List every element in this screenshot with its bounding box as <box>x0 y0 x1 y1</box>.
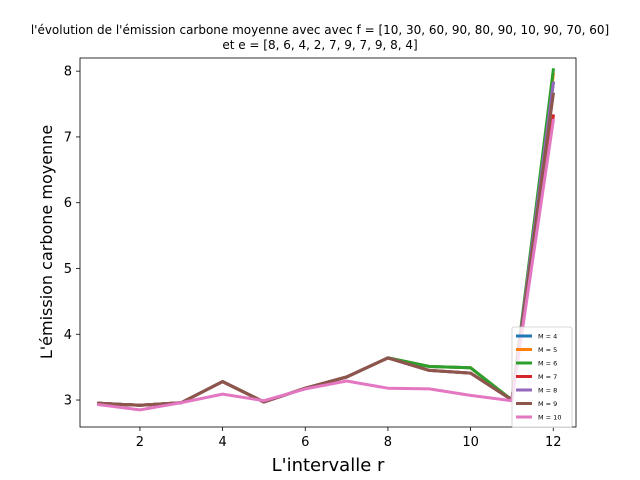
series-line-5 <box>97 81 555 407</box>
series-line-7 <box>96 118 556 412</box>
y-tick-label: 7 <box>64 130 72 145</box>
series-line-4 <box>97 114 556 407</box>
y-tick-label: 4 <box>64 328 72 343</box>
y-tick-label: 8 <box>64 65 72 80</box>
x-axis-ticks: 2 4 6 8 10 12 <box>136 427 562 450</box>
x-tick-label: 2 <box>136 435 144 450</box>
legend: M = 4 M = 5 M = 6 M = 7 M = 8 M = 9 M = 10 <box>511 326 573 428</box>
x-tick-label: 6 <box>301 435 309 450</box>
x-tick-label: 12 <box>545 435 562 450</box>
y-tick-label: 6 <box>64 196 72 211</box>
legend-label: M = 4 <box>538 333 557 341</box>
y-tick-label: 3 <box>64 394 72 409</box>
plot-lines <box>96 68 556 412</box>
legend-label: M = 10 <box>538 414 561 422</box>
legend-label: M = 9 <box>538 400 557 408</box>
series-line-6 <box>97 92 555 407</box>
plot-frame <box>79 57 577 428</box>
series-line-2 <box>97 72 555 407</box>
legend-label: M = 8 <box>538 387 557 395</box>
legend-label: M = 5 <box>538 346 557 354</box>
series-line-1 <box>97 81 555 407</box>
x-tick-label: 8 <box>384 435 392 450</box>
legend-label: M = 7 <box>538 373 557 381</box>
x-axis-label: L'intervalle r <box>272 455 385 476</box>
x-tick-label: 4 <box>218 435 226 450</box>
chart-title-line-1: l'évolution de l'émission carbone moyenn… <box>31 23 609 37</box>
y-axis-ticks: 3 4 5 6 7 8 <box>64 65 80 409</box>
y-tick-label: 5 <box>64 262 72 277</box>
legend-label: M = 6 <box>538 360 557 368</box>
x-tick-label: 10 <box>462 435 479 450</box>
y-axis-label: L'émission carbone moyenne <box>37 125 56 359</box>
chart-title-line-2: et e = [8, 6, 4, 2, 7, 9, 7, 9, 8, 4] <box>222 38 417 52</box>
series-line-3 <box>97 68 555 407</box>
